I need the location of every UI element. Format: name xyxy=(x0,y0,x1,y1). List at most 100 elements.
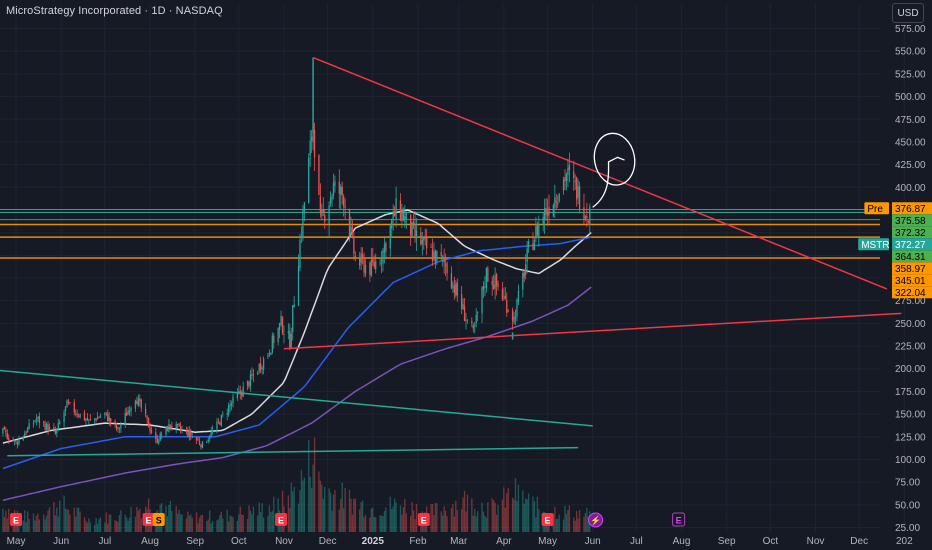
volume-bar xyxy=(177,513,179,532)
volume-bar xyxy=(230,516,233,532)
candle-body xyxy=(18,439,20,445)
candle-body xyxy=(411,222,413,237)
candle-body xyxy=(249,374,252,387)
volume-bar xyxy=(28,518,30,532)
candle-body xyxy=(290,333,292,348)
candle-body xyxy=(426,237,428,249)
candle-body xyxy=(484,286,486,288)
price-tick-label: 525.00 xyxy=(895,69,926,80)
volume-bar xyxy=(43,514,45,532)
candle-body xyxy=(474,324,476,327)
volume-bar xyxy=(471,498,473,532)
volume-bar xyxy=(351,514,354,532)
candle-body xyxy=(292,305,294,333)
candle-body xyxy=(270,352,272,355)
candle-body xyxy=(401,210,403,221)
volume-bar xyxy=(354,498,356,532)
candle-body xyxy=(43,421,45,423)
time-axis[interactable]: May Jun Jul Aug Sep Oct Nov Dec 2025 Feb Mar Apr May… xyxy=(7,536,914,547)
volume-bar xyxy=(249,510,252,532)
volume-bar xyxy=(456,509,458,532)
candle-body xyxy=(110,418,112,422)
symbol-title[interactable]: MicroStrategy Incorporated · 1D · NASDAQ xyxy=(6,5,223,17)
volume-bar xyxy=(522,490,524,532)
candle-body xyxy=(95,418,97,421)
candle-body xyxy=(6,433,8,440)
volume-bar xyxy=(308,440,310,532)
candle-body xyxy=(465,319,467,321)
candle-body xyxy=(548,207,550,216)
volume-bar xyxy=(444,510,447,532)
moving-average-line xyxy=(2,209,592,444)
candle-body xyxy=(126,412,128,416)
volume-bar xyxy=(460,508,463,532)
candle-body xyxy=(24,433,26,437)
volume-bar xyxy=(584,513,587,532)
candle-body xyxy=(206,442,208,443)
volume-bar xyxy=(353,498,355,532)
volume-bar xyxy=(252,506,255,532)
volume-bar xyxy=(324,486,326,532)
volume-bar xyxy=(344,487,346,532)
volume-bar xyxy=(127,520,129,532)
volume-bar xyxy=(313,437,316,532)
volume-bar xyxy=(178,509,180,532)
time-tick-label: 2025 xyxy=(362,536,385,547)
volume-bar xyxy=(238,514,240,532)
volume-bar xyxy=(258,502,260,532)
volume-bar xyxy=(430,504,432,532)
candle-body xyxy=(424,235,426,239)
price-tick-label: 475.00 xyxy=(895,115,926,126)
time-tick-label: Jun xyxy=(585,536,601,547)
price-tick-label: 125.00 xyxy=(895,432,926,443)
candle-body xyxy=(341,186,343,196)
price-tick-label: 225.00 xyxy=(895,342,926,353)
earnings-event-icon xyxy=(275,513,288,526)
volume-bar xyxy=(383,511,386,532)
volume-bar xyxy=(532,496,534,532)
candle-body xyxy=(552,205,555,217)
trendlines[interactable] xyxy=(0,56,902,457)
candle-body xyxy=(25,432,27,434)
candle-body xyxy=(64,406,67,412)
volume-bar xyxy=(190,514,192,532)
time-tick-label: Jun xyxy=(53,536,69,547)
candle-body xyxy=(73,402,75,413)
event-markers[interactable]: E E S E E E ⚡ E xyxy=(10,512,686,528)
sketch-arrow xyxy=(592,156,625,208)
volume-bar xyxy=(181,514,183,532)
time-tick-label: Jul xyxy=(98,536,111,547)
volume-bar xyxy=(96,523,99,532)
candle-body xyxy=(471,321,473,324)
volume-bar xyxy=(118,515,121,532)
volume-bar xyxy=(197,523,199,532)
candle-body xyxy=(482,286,485,290)
volume-bar xyxy=(211,521,214,532)
time-tick-label: Nov xyxy=(807,536,825,547)
candle-body xyxy=(117,427,119,429)
price-tick-label: 50.00 xyxy=(895,500,920,511)
volume-bar xyxy=(465,511,467,532)
candle-body xyxy=(156,438,158,443)
volume-bar xyxy=(332,494,335,532)
volume-bar xyxy=(69,514,71,532)
candle-body xyxy=(155,432,157,439)
volume-bar xyxy=(75,516,77,532)
candle-body xyxy=(89,418,91,420)
candle-body xyxy=(322,209,324,212)
freehand-drawing[interactable] xyxy=(590,130,638,208)
candle-body xyxy=(77,415,80,417)
price-tag-value: 322.04 xyxy=(895,288,926,299)
candle-body xyxy=(137,398,139,406)
volume-bar xyxy=(126,517,128,532)
candle-body xyxy=(584,216,587,219)
candle-body xyxy=(491,280,493,286)
volume-bar xyxy=(86,522,89,532)
currency-button[interactable]: USD xyxy=(892,3,924,23)
candle-body xyxy=(75,413,77,415)
volume-bar xyxy=(322,498,324,532)
volume-bar xyxy=(328,488,330,532)
candle-body xyxy=(230,403,233,406)
